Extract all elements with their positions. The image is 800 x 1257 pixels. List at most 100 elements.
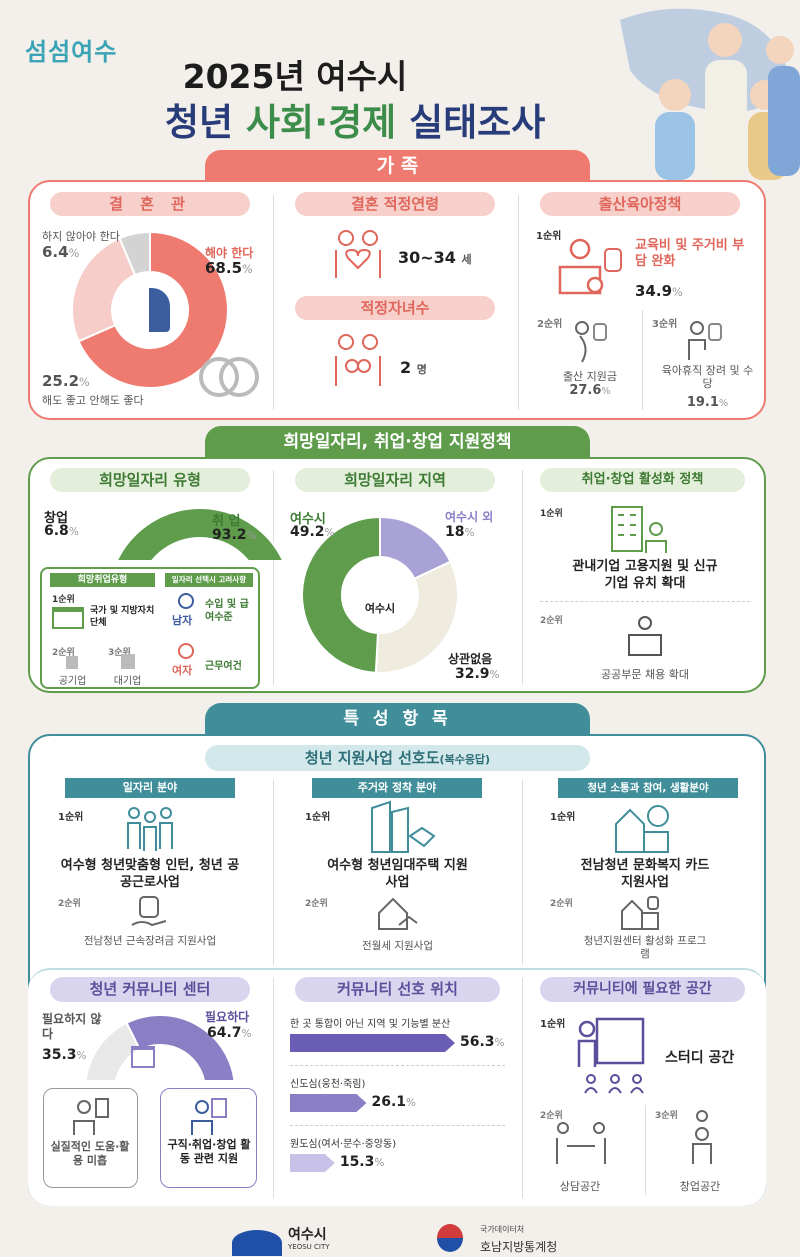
job-region-title: 희망일자리 지역 bbox=[295, 468, 495, 492]
label-should: 해야 한다 bbox=[205, 246, 254, 260]
seomseom-yeosu-logo: 섬섬여수 bbox=[25, 38, 118, 66]
marriage-age-title: 결혼 적정연령 bbox=[295, 192, 495, 216]
counseling-icon bbox=[556, 1122, 606, 1164]
children-title: 적정자녀수 bbox=[295, 296, 495, 320]
community-space-title: 커뮤니티에 필요한 공간 bbox=[540, 977, 745, 1002]
policy-rank-3-label: 육아휴직 장려 및 수당 bbox=[661, 364, 754, 390]
field-jobs-rank-2: 2순위 bbox=[58, 899, 81, 909]
job-policy-rank-2: 2순위 bbox=[540, 616, 563, 626]
employment-rank-1-label: 국가 및 지방자치 단체 bbox=[90, 606, 155, 628]
reason-not-needed-box bbox=[43, 1088, 138, 1188]
field-jobs-header: 일자리 분야 bbox=[65, 778, 235, 798]
field-jobs-second: 전남청년 근속장려금 지원사업 bbox=[83, 935, 217, 947]
field-life-second: 청년지원센터 활성화 프로그램 bbox=[583, 935, 707, 960]
person-clipboard-icon bbox=[73, 1098, 109, 1135]
male-consideration: 수입 및 급여수준 bbox=[205, 599, 249, 623]
rings-icon bbox=[199, 357, 259, 397]
location-bar bbox=[290, 1034, 455, 1052]
community-center-half-donut bbox=[84, 1014, 236, 1080]
startup-value: 6.8% bbox=[44, 523, 79, 539]
field-life-rank-2: 2순위 bbox=[550, 899, 573, 909]
needed-label: 필요하다 bbox=[205, 1010, 250, 1024]
value-should-not: 6.4% bbox=[42, 243, 80, 261]
region-center-label: 여수시 bbox=[364, 602, 396, 615]
policy-rank-1-label: 교육비 및 주거비 부담 완화 bbox=[635, 238, 745, 269]
field-housing-rank-1: 1순위 bbox=[305, 812, 331, 823]
policy-rank-3-value: 19.1% bbox=[686, 395, 729, 410]
needed-value: 64.7% bbox=[207, 1025, 252, 1041]
money-hand-icon bbox=[131, 896, 167, 927]
job-policy-rank-1-label: 관내기업 고용지원 및 신규기업 유치 확대 bbox=[572, 559, 718, 591]
parent-baby-icon bbox=[688, 321, 722, 360]
not-needed-value: 35.3% bbox=[42, 1047, 87, 1063]
children-value: 2 명 bbox=[400, 358, 427, 377]
location-bar-label: 신도심(웅천·죽림) bbox=[290, 1079, 366, 1090]
page-title-main: 청년 사회·경제 실태조사 bbox=[165, 92, 545, 146]
section-tab-jobs: 희망일자리, 취업·창업 지원정책 bbox=[205, 426, 590, 459]
culture-card-building-icon bbox=[615, 805, 669, 853]
slice-should-not bbox=[118, 230, 151, 277]
field-housing-rank-2: 2순위 bbox=[305, 899, 328, 909]
job-type-title: 희망일자리 유형 bbox=[50, 468, 250, 492]
field-housing-first: 여수형 청년임대주택 지원사업 bbox=[327, 858, 468, 890]
policy-rank-2-value: 27.6% bbox=[569, 383, 611, 398]
birth-policy-title: 출산육아정책 bbox=[540, 192, 740, 216]
community-subpanel bbox=[28, 968, 766, 1206]
person-resume-icon bbox=[191, 1098, 227, 1135]
male-label: 남자 bbox=[172, 614, 193, 627]
reason-needed: 구직·취업·창업 활동 관련 지원 bbox=[167, 1138, 251, 1165]
title-part-survey: 실태조사 bbox=[409, 101, 546, 144]
job-region-donut-chart bbox=[301, 515, 459, 674]
lightbulb-person-icon bbox=[692, 1110, 712, 1164]
region-outside-label: 여수시 외 bbox=[445, 510, 494, 524]
field-life-header: 청년 소통과 참여, 생활분야 bbox=[558, 778, 738, 798]
employment-rank-3-label: 대기업 bbox=[113, 676, 142, 687]
public-company-icon bbox=[66, 656, 78, 669]
space-rank-1-label: 스터디 공간 bbox=[665, 1050, 735, 1066]
space-rank-2-label: 상담공간 bbox=[559, 1180, 601, 1193]
community-location-title: 커뮤니티 선호 위치 bbox=[295, 977, 500, 1002]
marriage-view-title: 결 혼 관 bbox=[50, 192, 250, 216]
youth-group-illustration bbox=[620, 8, 800, 180]
yeosu-city-emblem bbox=[232, 1230, 282, 1256]
group-people-icon bbox=[127, 807, 173, 851]
location-bar-value: 26.1% bbox=[371, 1094, 417, 1110]
support-preference-title: 청년 지원사업 선호도(복수응답) bbox=[205, 745, 590, 771]
arc-employment bbox=[116, 507, 284, 560]
policy-rank-1-value: 34.9% bbox=[635, 282, 683, 300]
field-jobs-first: 여수형 청년맞춤형 인턴, 청년 공공근로사업 bbox=[60, 858, 240, 890]
government-building-icon bbox=[52, 607, 84, 629]
agency-sub: 국가데이터처 bbox=[480, 1225, 525, 1234]
space-rank-2: 2순위 bbox=[540, 1111, 563, 1121]
pregnant-woman-icon bbox=[575, 321, 607, 363]
education-cost-icon bbox=[558, 238, 622, 295]
location-bar bbox=[290, 1094, 366, 1112]
apartment-handshake-icon bbox=[371, 800, 436, 853]
field-jobs-rank-1: 1순위 bbox=[58, 812, 84, 823]
marriage-age-value: 30~34 세 bbox=[398, 248, 472, 267]
job-policy-rank-2-label: 공공부문 채용 확대 bbox=[601, 668, 689, 681]
space-rank-3-label: 창업공간 bbox=[679, 1180, 721, 1193]
section-tab-family: 가 족 bbox=[205, 150, 590, 182]
value-should: 68.5% bbox=[205, 259, 253, 277]
community-center-title: 청년 커뮤니티 센터 bbox=[50, 977, 250, 1002]
label-should-not: 하지 않아야 한다 bbox=[42, 230, 120, 243]
yeosu-city-name: 여수시 bbox=[288, 1227, 327, 1243]
public-recruitment-icon bbox=[628, 616, 662, 656]
policy-rank-2: 2순위 bbox=[537, 319, 563, 330]
field-life-rank-1: 1순위 bbox=[550, 812, 576, 823]
desired-employment-type-title: 희망취업유형 bbox=[50, 573, 155, 587]
female-label: 여자 bbox=[172, 664, 193, 677]
yeosu-city-en: YEOSU CITY bbox=[288, 1243, 330, 1251]
office-worker-icon bbox=[611, 506, 667, 553]
not-needed-label: 필요하지 않다 bbox=[42, 1012, 102, 1041]
location-bar-value: 15.3% bbox=[339, 1154, 385, 1170]
couple-heart-icon bbox=[335, 230, 381, 278]
job-policy-title: 취업·창업 활성화 정책 bbox=[540, 468, 745, 492]
field-housing-second: 전월세 지원사업 bbox=[362, 940, 433, 952]
slice-either bbox=[71, 236, 137, 343]
marriage-donut-chart bbox=[71, 230, 229, 389]
female-consideration: 근무여건 bbox=[205, 661, 242, 672]
job-policy-rank-1: 1순위 bbox=[540, 509, 563, 519]
field-housing-header: 주거와 정착 분야 bbox=[312, 778, 482, 798]
